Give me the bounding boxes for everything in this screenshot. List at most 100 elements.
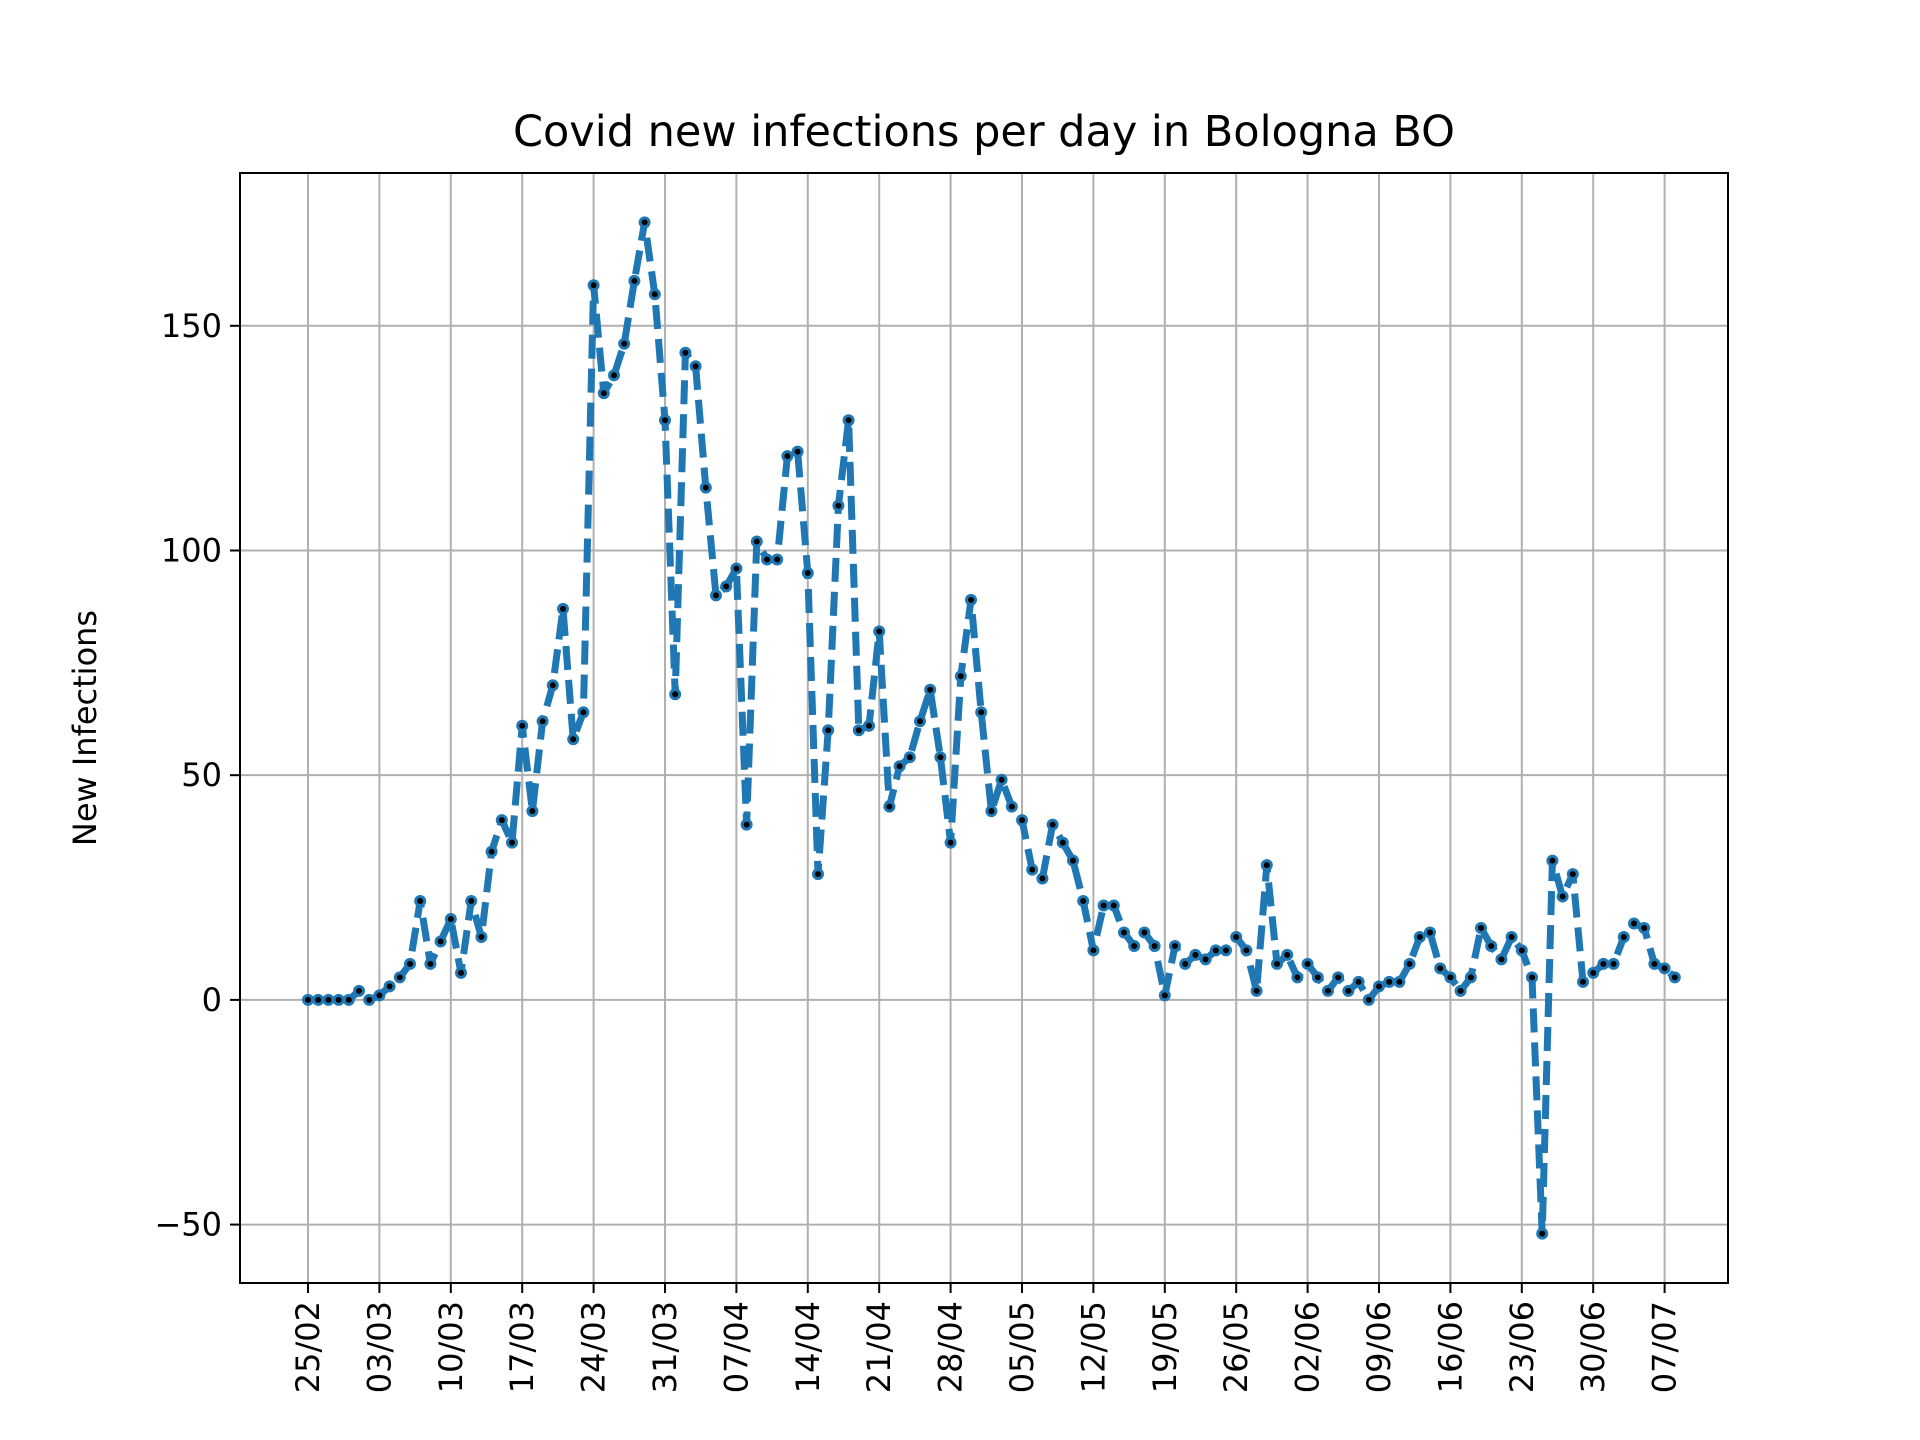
data-point: [1495, 953, 1508, 966]
data-point: [1301, 957, 1314, 970]
data-point: [1332, 971, 1345, 984]
y-axis-label: New Infections: [66, 610, 104, 846]
x-tick-label: 14/04: [789, 1301, 827, 1393]
data-point: [1424, 926, 1436, 939]
x-tick-label: 03/03: [360, 1301, 398, 1393]
data-point: [1209, 944, 1222, 957]
data-point: [322, 993, 335, 1006]
data-point: [557, 602, 569, 615]
data-point: [985, 805, 998, 818]
data-point: [1515, 944, 1528, 957]
data-point: [883, 800, 896, 813]
plot-frame: [239, 172, 1729, 1284]
data-point: [791, 445, 804, 458]
data-point: [1373, 980, 1385, 993]
x-tick-label: 31/03: [646, 1301, 684, 1393]
data-point: [414, 895, 427, 907]
data-point: [383, 980, 396, 993]
data-point: [1485, 940, 1498, 952]
data-point: [587, 279, 600, 292]
x-tick-label: 16/06: [1431, 1301, 1469, 1393]
data-point: [863, 719, 875, 732]
x-tick-label: 25/02: [289, 1301, 327, 1393]
data-point: [965, 593, 977, 606]
data-point: [628, 274, 641, 287]
data-point: [465, 895, 478, 907]
data-point: [1413, 931, 1426, 943]
data-point: [1393, 975, 1406, 988]
data-point: [1464, 971, 1477, 984]
data-point: [1067, 854, 1079, 867]
x-tick-label: 07/04: [717, 1301, 755, 1393]
ticks: 25/02 03/03 10/03 17/03 24/03 31/03 07/04 14/04…: [154, 307, 1683, 1393]
x-tick-label: 30/06: [1574, 1301, 1612, 1393]
data-point: [1617, 931, 1630, 943]
data-point: [342, 993, 355, 1006]
data-point: [1077, 895, 1090, 907]
data-point: [822, 724, 835, 737]
y-tick-label: 0: [202, 981, 222, 1019]
data-point: [801, 567, 814, 579]
data-point: [1169, 940, 1181, 952]
data-point: [444, 913, 457, 925]
data-point: [842, 414, 855, 427]
data-point: [363, 993, 376, 1006]
data-point: [1291, 971, 1304, 984]
data-point: [679, 346, 692, 359]
series-layer: [302, 216, 1681, 1240]
grid: [240, 173, 1728, 1283]
data-point: [1046, 818, 1059, 831]
data-point: [485, 845, 498, 858]
x-tick-label: 05/05: [1003, 1301, 1041, 1393]
x-tick-label: 10/03: [432, 1301, 470, 1393]
data-point: [710, 589, 722, 602]
data-point: [1322, 984, 1334, 997]
data-point: [373, 989, 386, 1002]
data-point: [638, 216, 651, 229]
data-point: [302, 993, 314, 1006]
data-point: [608, 369, 620, 382]
data-point: [1403, 957, 1416, 970]
data-point: [1597, 957, 1610, 970]
data-point: [506, 836, 518, 849]
data-point: [1230, 931, 1243, 943]
data-point: [944, 836, 957, 849]
data-point: [750, 535, 763, 548]
x-tick-label: 12/05: [1074, 1301, 1112, 1393]
data-point: [1026, 863, 1039, 876]
data-point: [954, 670, 967, 683]
data-point: [1475, 922, 1487, 934]
data-point: [1005, 800, 1018, 813]
data-point: [852, 724, 865, 737]
data-point: [424, 957, 437, 970]
data-point: [1260, 859, 1273, 872]
chart-title: Covid new infections per day in Bologna …: [513, 107, 1455, 157]
data-point: [1577, 975, 1589, 988]
data-point: [1118, 926, 1130, 939]
data-point: [1097, 899, 1110, 912]
data-point: [781, 450, 794, 463]
x-tick-label: 07/07: [1646, 1301, 1684, 1393]
y-tick-label: 50: [181, 756, 222, 794]
data-point: [1128, 940, 1141, 952]
data-point: [1505, 931, 1518, 943]
data-point: [475, 931, 488, 943]
data-point: [1628, 917, 1640, 930]
data-point: [648, 288, 661, 301]
data-point: [1546, 854, 1559, 867]
data-point: [1179, 957, 1192, 970]
x-tick-label: 23/06: [1503, 1301, 1541, 1393]
data-point: [516, 719, 529, 732]
y-tick-label: 100: [161, 531, 222, 569]
data-point: [393, 971, 406, 984]
data-point: [832, 499, 845, 512]
data-point: [1281, 948, 1294, 961]
data-point: [1383, 975, 1396, 988]
data-point: [1148, 940, 1161, 952]
data-point: [526, 805, 539, 818]
x-tick-label: 09/06: [1360, 1301, 1398, 1393]
data-point: [312, 993, 325, 1006]
x-tick-label: 17/03: [503, 1301, 541, 1393]
data-point: [975, 706, 988, 719]
data-point: [893, 760, 906, 773]
